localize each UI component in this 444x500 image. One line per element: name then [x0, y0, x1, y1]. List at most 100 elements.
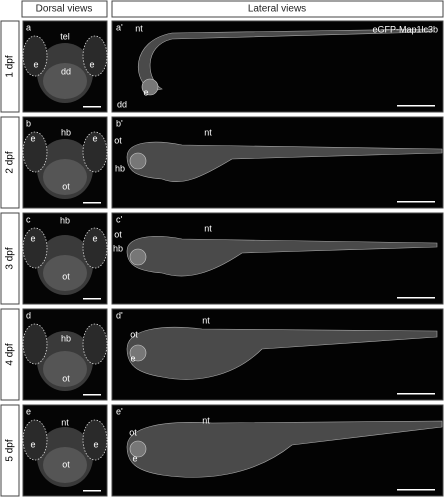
- header-box: [111, 0, 444, 18]
- eye-outline: [22, 35, 48, 77]
- annotation: hb: [60, 215, 70, 225]
- scale-bar: [83, 298, 101, 300]
- stage-label: 3 dpf: [5, 247, 16, 269]
- eye-outline: [22, 323, 48, 365]
- panel-letter: b': [116, 118, 123, 128]
- stage-box: [0, 212, 20, 305]
- annotation: e: [92, 233, 97, 243]
- panel-letter: e: [26, 406, 31, 416]
- stage-label: 4 dpf: [5, 343, 16, 365]
- scale-bar: [83, 394, 101, 396]
- annotation: tel: [60, 31, 70, 41]
- larva-body: [138, 28, 433, 92]
- larva: [126, 326, 438, 380]
- larva-body: [126, 141, 443, 183]
- stage-box: [0, 116, 20, 209]
- annotation: hb: [115, 163, 125, 173]
- larva-body: [126, 326, 438, 380]
- annotation: dd: [117, 99, 127, 109]
- annotation: ot: [62, 181, 70, 191]
- eye-outline: [22, 419, 48, 461]
- annotation: nt: [61, 417, 69, 427]
- eye-outline: [82, 227, 108, 269]
- annotation: ot: [62, 271, 70, 281]
- larva-body: [126, 420, 443, 478]
- header: Dorsal views: [36, 4, 93, 15]
- annotation: hb: [61, 127, 71, 137]
- scale-bar: [83, 490, 101, 492]
- scale-bar: [397, 489, 435, 491]
- annotation: e: [30, 133, 35, 143]
- larva-eye: [129, 248, 147, 266]
- annotation: nt: [204, 127, 212, 137]
- annotation: hb: [61, 333, 71, 343]
- stage-label: 2 dpf: [5, 151, 16, 173]
- annotation: e: [130, 353, 135, 363]
- annotation: e: [92, 133, 97, 143]
- annotation: nt: [135, 23, 143, 33]
- brain: [43, 351, 87, 387]
- larva-eye: [129, 344, 147, 362]
- stage-label: 5 dpf: [5, 439, 16, 461]
- stage-box: [0, 308, 20, 401]
- stage-box: [0, 404, 20, 497]
- annotation: ot: [114, 135, 122, 145]
- brain: [43, 255, 87, 291]
- annotation: hb: [113, 243, 123, 253]
- annotation: e: [30, 233, 35, 243]
- annotation: nt: [204, 223, 212, 233]
- eye-outline: [22, 131, 48, 173]
- annotation: dd: [61, 66, 71, 76]
- panel-letter: c': [116, 214, 123, 224]
- eye-outline: [82, 131, 108, 173]
- larva-eye: [129, 152, 147, 170]
- panel-letter: e': [116, 406, 123, 416]
- annotation: ot: [62, 459, 70, 469]
- panel-letter: b: [26, 118, 31, 128]
- stage-box: [0, 20, 20, 113]
- annotation: ot: [129, 427, 137, 437]
- panel-letter: a': [116, 22, 123, 32]
- annotation: ot: [114, 229, 122, 239]
- scale-bar: [397, 297, 435, 299]
- annotation: nt: [202, 315, 210, 325]
- panel-letter: a: [26, 22, 31, 32]
- annotation: ot: [130, 329, 138, 339]
- panel-letter: d: [26, 310, 31, 320]
- larva-eye: [129, 440, 147, 458]
- brain: [43, 63, 87, 99]
- stage-label: 1 dpf: [5, 55, 16, 77]
- panel-letter: d': [116, 310, 123, 320]
- annotation: e: [89, 59, 94, 69]
- header-box: [21, 0, 108, 18]
- eye-outline: [22, 227, 48, 269]
- annotation: e: [132, 453, 137, 463]
- panel-letter: c: [26, 214, 31, 224]
- scale-bar: [83, 106, 101, 108]
- marker-label: eGFP-Map1lc3b: [372, 24, 438, 34]
- annotation: e: [33, 59, 38, 69]
- brain: [43, 159, 87, 195]
- annotation: e: [93, 439, 98, 449]
- annotation: nt: [202, 415, 210, 425]
- larva: [126, 420, 443, 478]
- header: Lateral views: [248, 4, 306, 15]
- eye-outline: [82, 323, 108, 365]
- scale-bar: [83, 202, 101, 204]
- annotation: e: [30, 439, 35, 449]
- larva: [126, 236, 438, 277]
- larva-eye: [141, 78, 159, 96]
- brain: [43, 447, 87, 483]
- scale-bar: [397, 393, 435, 395]
- annotation: ot: [62, 373, 70, 383]
- eye-outline: [82, 419, 108, 461]
- lateral-image: [111, 116, 444, 209]
- scale-bar: [397, 105, 435, 107]
- annotation: e: [143, 87, 148, 97]
- larva-body: [126, 236, 438, 277]
- larva: [138, 28, 433, 96]
- scale-bar: [397, 201, 435, 203]
- eye-outline: [82, 35, 108, 77]
- larva: [126, 141, 443, 183]
